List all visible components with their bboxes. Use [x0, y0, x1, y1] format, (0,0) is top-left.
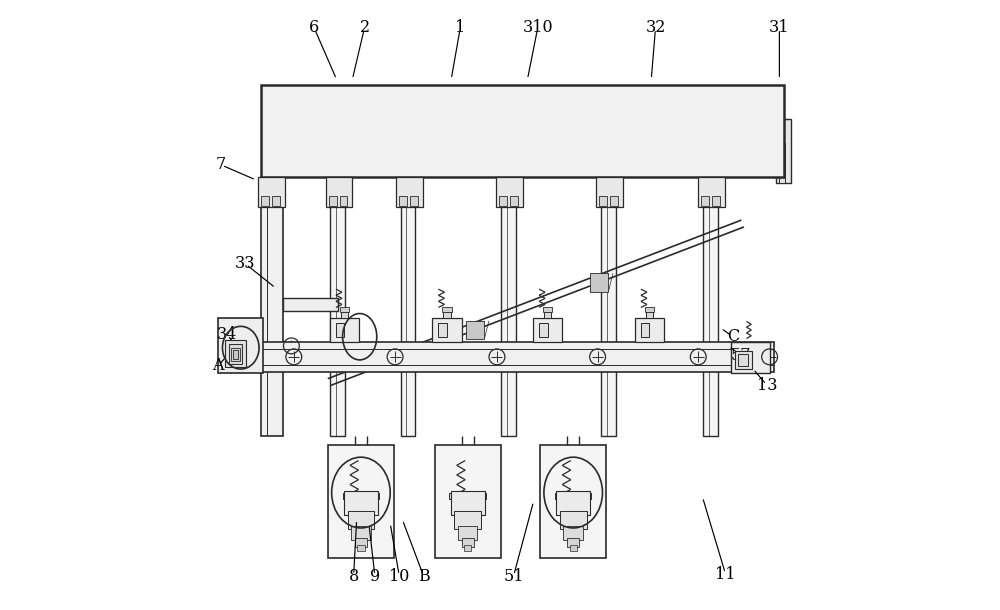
Text: 33: 33	[235, 255, 255, 272]
Bar	[496, 177, 523, 207]
Bar	[258, 177, 285, 207]
Bar	[355, 538, 367, 547]
Bar	[510, 196, 518, 206]
Text: 57: 57	[731, 346, 751, 364]
Bar	[357, 545, 365, 551]
Bar	[645, 307, 654, 312]
Bar	[462, 538, 474, 547]
Bar	[458, 526, 477, 540]
Bar	[229, 344, 242, 364]
Bar	[233, 350, 238, 359]
Bar	[466, 321, 484, 339]
Bar	[451, 491, 485, 515]
Bar	[712, 196, 720, 206]
Bar	[330, 177, 345, 436]
Bar	[698, 177, 725, 207]
Text: 2: 2	[360, 19, 370, 36]
Text: 6: 6	[309, 19, 319, 36]
Bar	[570, 545, 577, 551]
Bar	[610, 196, 618, 206]
Bar	[261, 85, 784, 177]
Bar	[779, 143, 785, 183]
Bar	[328, 445, 394, 558]
Text: 32: 32	[645, 19, 666, 36]
Bar	[540, 445, 606, 558]
Text: 9: 9	[370, 568, 380, 585]
Bar	[261, 196, 269, 206]
Bar	[218, 318, 263, 373]
Bar	[533, 318, 562, 342]
Bar	[599, 196, 607, 206]
Text: A: A	[212, 357, 224, 375]
Bar	[351, 526, 371, 540]
Bar	[340, 196, 348, 206]
Bar	[435, 445, 501, 558]
Bar	[401, 177, 415, 436]
Bar	[432, 318, 462, 342]
Bar	[776, 119, 791, 183]
Bar	[731, 342, 770, 373]
Text: 1: 1	[455, 19, 465, 36]
Bar	[341, 312, 348, 318]
Bar	[442, 307, 452, 312]
Text: 10: 10	[389, 568, 410, 585]
Text: B: B	[418, 568, 430, 585]
Bar	[555, 493, 591, 499]
Bar	[454, 511, 481, 529]
Bar	[601, 177, 616, 436]
Bar	[560, 511, 587, 529]
Bar	[543, 307, 552, 312]
Bar	[499, 196, 507, 206]
Bar	[399, 196, 407, 206]
Bar	[344, 491, 378, 515]
Bar	[326, 177, 352, 207]
Bar	[261, 342, 774, 372]
Bar	[735, 351, 752, 369]
Bar	[567, 538, 579, 547]
Text: 8: 8	[348, 568, 359, 585]
Text: 310: 310	[523, 19, 553, 36]
Bar	[464, 545, 471, 551]
Bar	[348, 511, 374, 529]
Text: 13: 13	[757, 377, 777, 394]
Bar	[641, 323, 649, 337]
Bar	[501, 177, 516, 436]
Bar	[225, 340, 246, 367]
Bar	[556, 491, 590, 515]
Bar	[544, 312, 551, 318]
Bar	[449, 493, 486, 499]
Bar	[590, 273, 608, 292]
Text: C: C	[727, 328, 739, 345]
Bar	[343, 493, 379, 499]
Bar	[703, 177, 718, 436]
Bar	[563, 526, 583, 540]
Bar	[635, 318, 664, 342]
Bar	[283, 298, 338, 311]
Bar	[438, 323, 447, 337]
Text: 11: 11	[715, 566, 736, 583]
Bar	[410, 196, 418, 206]
Bar	[539, 323, 548, 337]
Text: 7: 7	[215, 156, 226, 173]
Bar	[340, 307, 349, 312]
Bar	[261, 177, 283, 436]
Text: 34: 34	[217, 326, 237, 343]
Bar	[596, 177, 623, 207]
Bar	[646, 312, 653, 318]
Bar	[336, 323, 344, 337]
Bar	[329, 196, 337, 206]
Text: 31: 31	[769, 19, 790, 36]
Bar	[272, 196, 280, 206]
Bar	[443, 312, 451, 318]
Text: 51: 51	[503, 568, 524, 585]
Bar	[330, 318, 359, 342]
Bar	[738, 354, 748, 366]
Bar	[396, 177, 423, 207]
Bar	[701, 196, 709, 206]
Bar	[231, 348, 240, 361]
